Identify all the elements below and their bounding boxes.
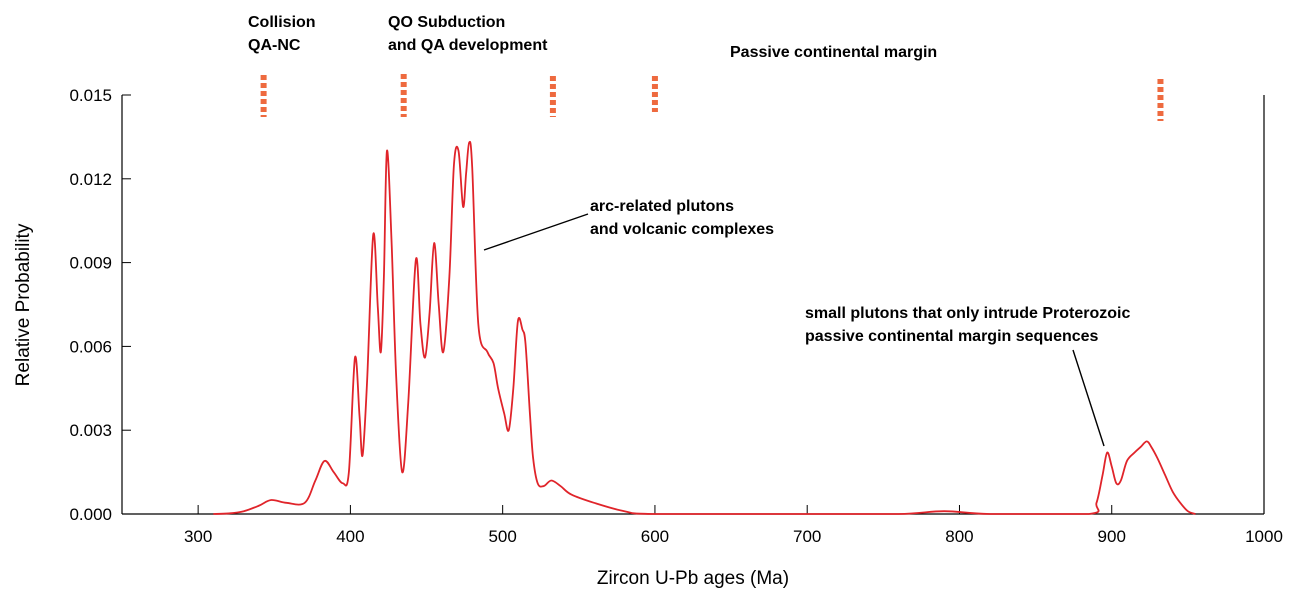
y-tick-label: 0.003 <box>69 421 112 440</box>
x-tick-label: 800 <box>945 527 973 546</box>
density-line <box>213 140 1196 515</box>
annotation-leader <box>483 213 589 251</box>
y-tick-label: 0.012 <box>69 170 112 189</box>
annotation: Collision <box>248 14 316 31</box>
x-tick-label: 500 <box>488 527 516 546</box>
x-axis-title: Zircon U-Pb ages (Ma) <box>597 568 789 589</box>
annotation-leader <box>1072 349 1105 447</box>
annotation: and volcanic complexes <box>590 221 774 238</box>
annotation: passive continental margin sequences <box>805 328 1099 345</box>
x-tick-label: 600 <box>641 527 669 546</box>
x-tick-label: 1000 <box>1245 527 1283 546</box>
annotation: QO Subduction <box>388 14 505 31</box>
annotation: arc-related plutons <box>590 198 734 215</box>
x-tick-label: 400 <box>336 527 364 546</box>
annotation: Passive continental margin <box>730 44 937 61</box>
y-tick-label: 0.006 <box>69 337 112 356</box>
x-tick-label: 700 <box>793 527 821 546</box>
y-axis-title: Relative Probability <box>13 223 34 386</box>
y-tick-label: 0.009 <box>69 254 112 273</box>
annotation: and QA development <box>388 37 548 54</box>
x-tick-label: 900 <box>1098 527 1126 546</box>
annotation: small plutons that only intrude Proteroz… <box>805 305 1130 322</box>
x-tick-label: 300 <box>184 527 212 546</box>
y-tick-label: 0.015 <box>69 86 112 105</box>
y-tick-label: 0.000 <box>69 505 112 524</box>
annotation: QA-NC <box>248 37 301 54</box>
